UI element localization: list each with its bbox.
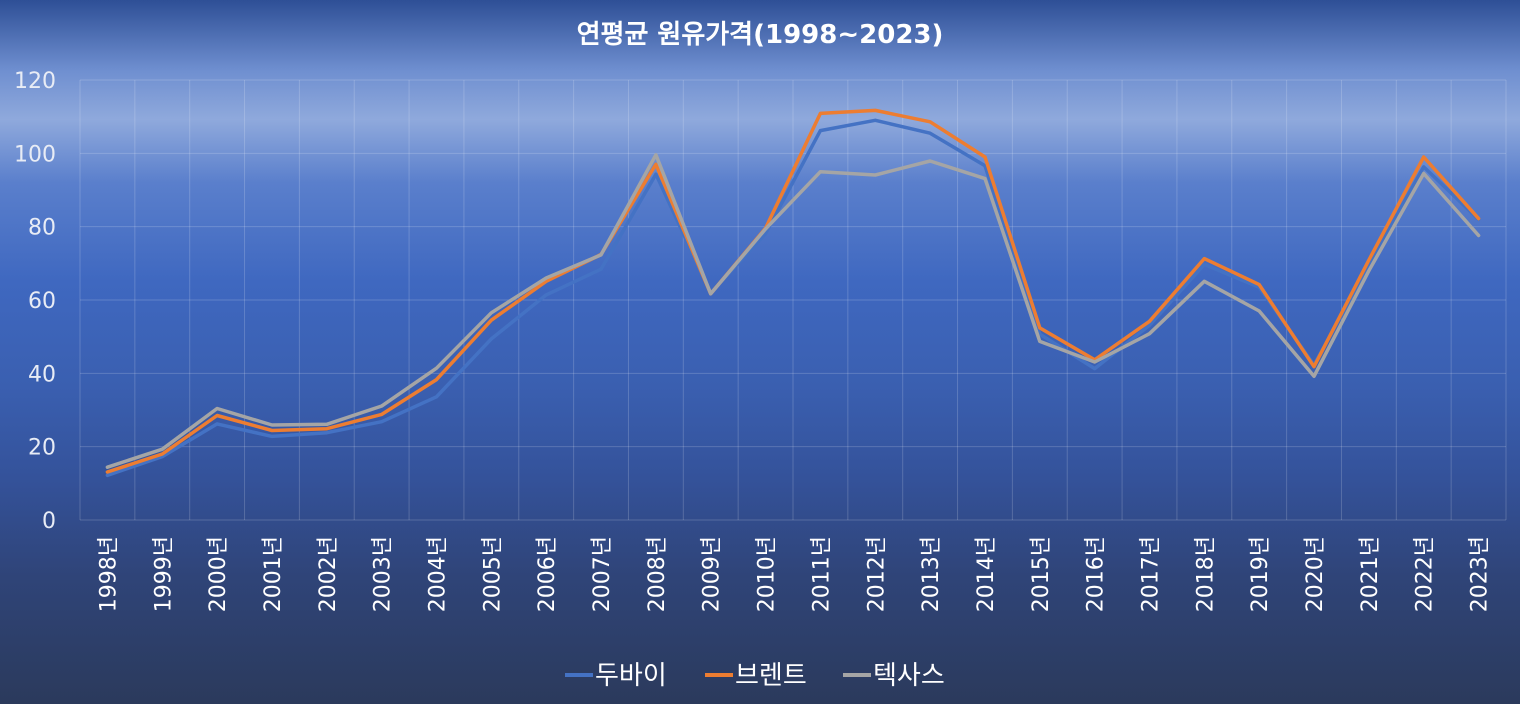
y-tick-label: 80 (28, 216, 56, 241)
legend: 두바이 브렌트 텍사스 (565, 661, 945, 691)
x-tick-label: 2018년 (1193, 536, 1218, 612)
x-tick-label: 2005년 (480, 536, 505, 612)
x-tick-label: 2013년 (919, 536, 944, 612)
x-axis-ticks: 1998년 1999년 2000년 2001년 2002년 2003년 2004년 2005년… (96, 536, 1492, 612)
legend-label: 두바이 (595, 661, 667, 691)
x-tick-label: 2020년 (1303, 536, 1328, 612)
x-tick-label: 2009년 (700, 536, 725, 612)
x-tick-label: 2002년 (316, 536, 341, 612)
x-tick-label: 2016년 (1084, 536, 1109, 612)
series-line-3 (105, 153, 1481, 469)
y-tick-label: 20 (28, 436, 56, 461)
x-tick-label: 2000년 (206, 536, 231, 612)
x-tick-label: 2011년 (809, 536, 834, 612)
x-tick-label: 2010년 (755, 536, 780, 612)
x-tick-label: 2003년 (371, 536, 396, 612)
x-tick-label: 2015년 (1029, 536, 1054, 612)
x-tick-label: 2014년 (974, 536, 999, 612)
x-tick-label: 2023년 (1468, 536, 1493, 612)
legend-label: 브렌트 (735, 661, 807, 691)
legend-label: 텍사스 (873, 661, 945, 691)
x-tick-label: 1998년 (96, 536, 121, 612)
y-tick-label: 100 (14, 142, 56, 167)
y-axis-ticks: 0 20 40 60 80 100 120 (14, 69, 56, 534)
x-tick-label: 2007년 (590, 536, 615, 612)
x-tick-label: 2001년 (261, 536, 286, 612)
y-tick-label: 40 (28, 362, 56, 387)
x-tick-label: 2017년 (1139, 536, 1164, 612)
x-tick-label: 2008년 (645, 536, 670, 612)
x-tick-label: 1999년 (151, 536, 176, 612)
x-tick-label: 2019년 (1248, 536, 1273, 612)
y-tick-label: 120 (14, 69, 56, 94)
gridlines (79, 79, 1507, 521)
series-lines (105, 108, 1481, 478)
x-tick-label: 2004년 (426, 536, 451, 612)
x-tick-label: 2022년 (1413, 536, 1438, 612)
y-tick-label: 0 (42, 509, 56, 534)
chart-title: 연평균 원유가격(1998~2023) (577, 20, 944, 50)
series-line-1 (105, 118, 1481, 478)
x-tick-label: 2006년 (535, 536, 560, 612)
x-tick-label: 2012년 (864, 536, 889, 612)
series-line-2 (105, 108, 1481, 474)
x-tick-label: 2021년 (1358, 536, 1383, 612)
y-tick-label: 60 (28, 289, 56, 314)
